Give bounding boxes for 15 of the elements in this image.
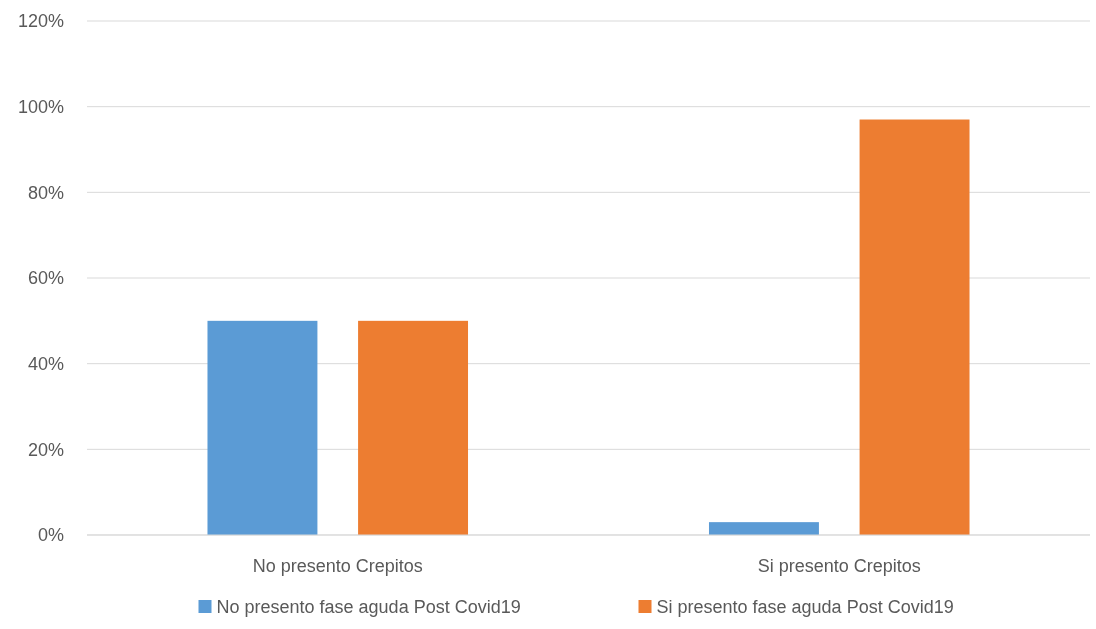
x-tick-label: Si presento Crepitos [757, 556, 921, 576]
y-tick-label: 0% [37, 525, 64, 546]
bar [859, 119, 970, 535]
bar [708, 522, 819, 535]
y-tick-label: 60% [27, 268, 64, 289]
bar [207, 320, 318, 535]
y-tick-label: 20% [27, 439, 64, 460]
x-tick-label: No presento Crepitos [252, 556, 423, 576]
y-tick-label: 100% [17, 96, 64, 117]
y-tick-label: 40% [27, 353, 64, 374]
bar [358, 320, 469, 535]
legend-label: Si presento fase aguda Post Covid19 [656, 597, 954, 617]
y-tick-label: 80% [27, 182, 64, 203]
y-tick-label: 120% [17, 11, 64, 32]
legend-label: No presento fase aguda Post Covid19 [216, 597, 521, 617]
